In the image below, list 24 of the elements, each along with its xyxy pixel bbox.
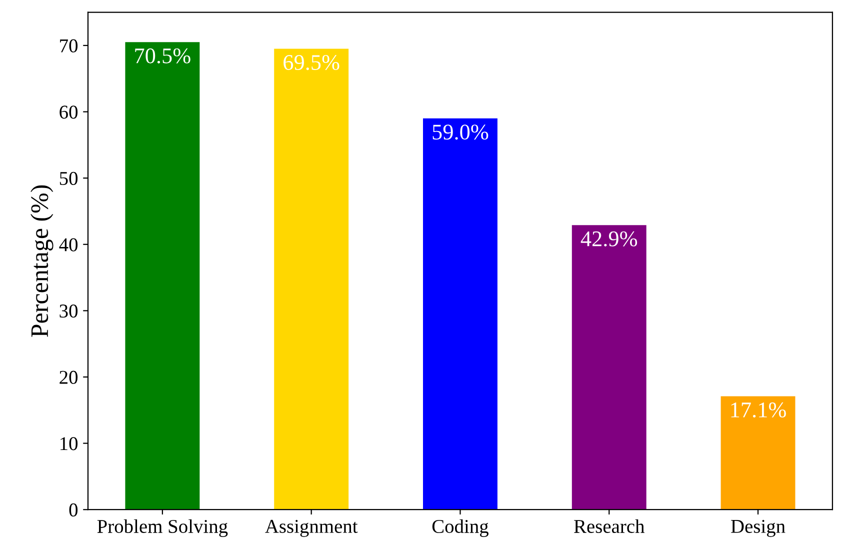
y-tick-label: 40	[59, 238, 78, 252]
x-tick-label: Problem Solving	[97, 519, 228, 538]
x-tick-label: Assignment	[265, 520, 358, 537]
x-tick-label: Design	[731, 520, 786, 537]
bar	[720, 396, 796, 510]
data-label: 42.9%	[580, 231, 638, 246]
data-label: 70.5%	[135, 48, 190, 64]
data-label: 59.0%	[432, 124, 488, 140]
y-axis-title: Percentage (%)	[30, 185, 54, 337]
bar	[125, 42, 200, 510]
y-tick-label: 50	[60, 172, 78, 186]
x-tick-label: Coding	[432, 519, 488, 538]
bar	[572, 225, 646, 510]
y-tick-label: 0	[69, 503, 78, 517]
bar	[274, 48, 349, 510]
y-tick-label: 60	[60, 106, 78, 119]
data-label: 17.1%	[731, 402, 786, 418]
y-tick-label: 20	[60, 370, 78, 384]
x-tick-label: Research	[574, 519, 644, 534]
y-tick-label: 70	[60, 39, 78, 52]
y-tick-label: 10	[60, 437, 78, 450]
bar	[423, 118, 498, 510]
data-label: 69.5%	[284, 54, 340, 70]
y-tick-label: 30	[60, 304, 78, 318]
